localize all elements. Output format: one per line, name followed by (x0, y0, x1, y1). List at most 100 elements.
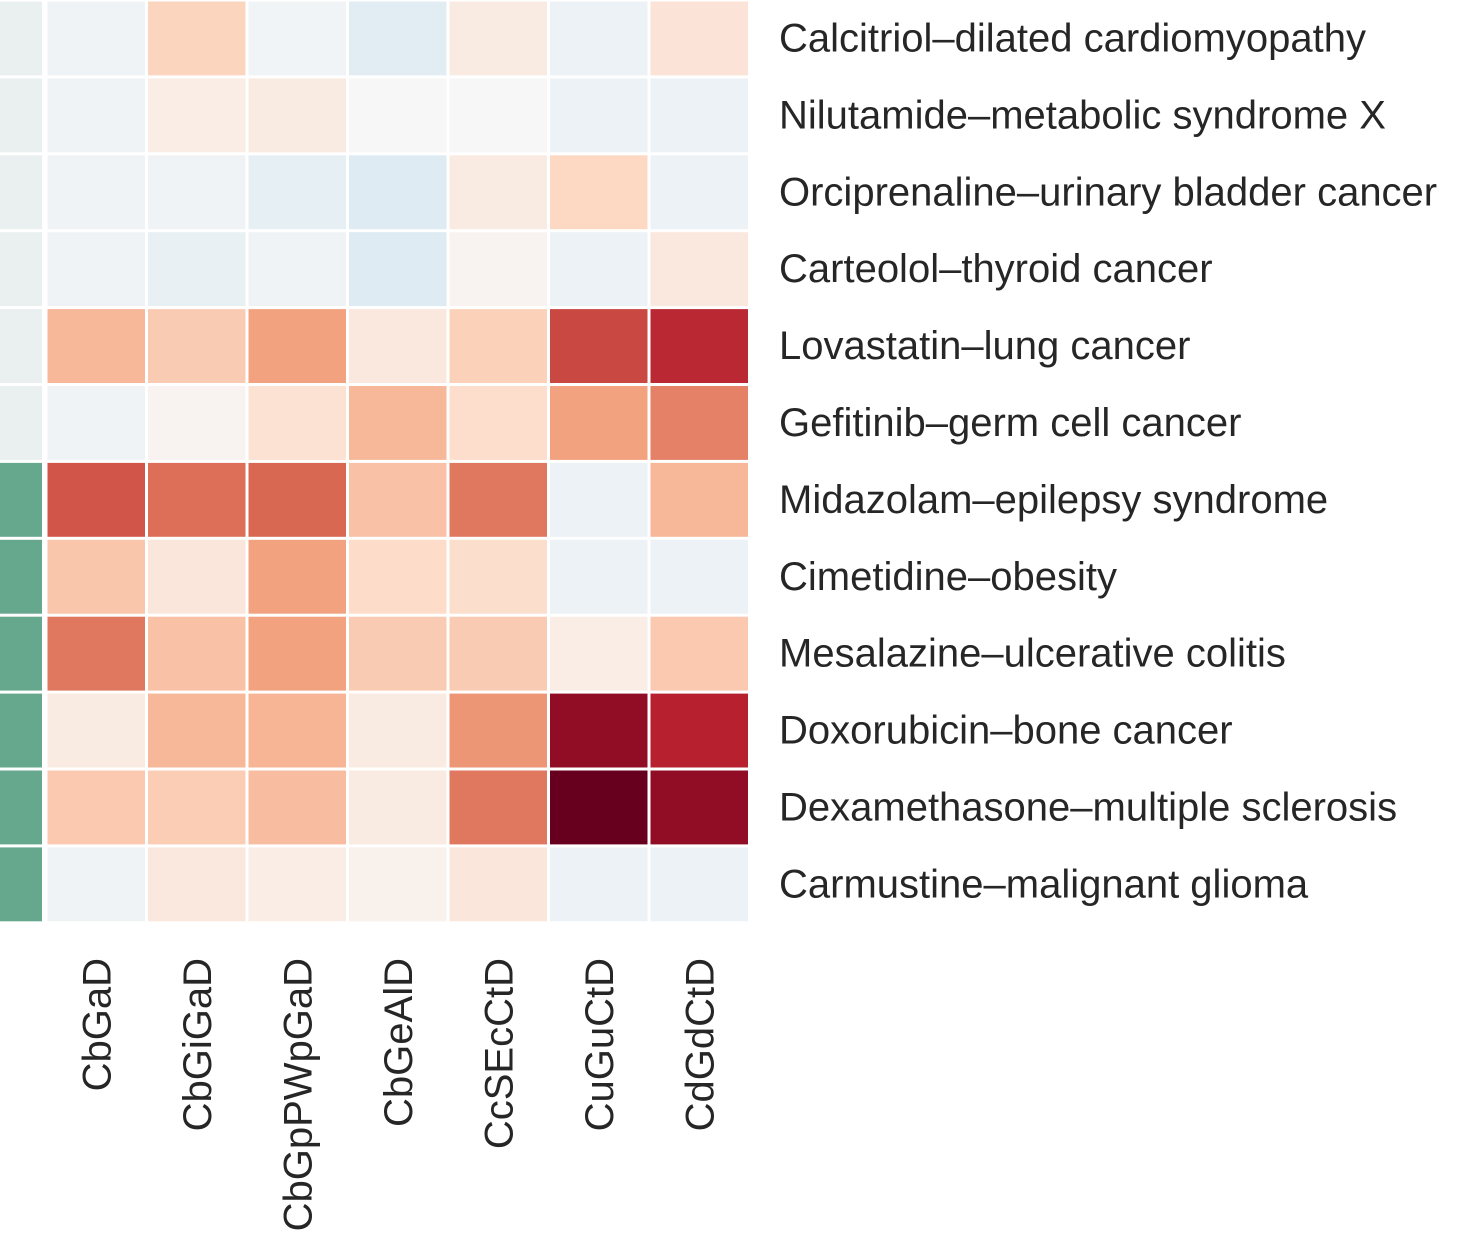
heatmap-cell (650, 309, 748, 383)
heatmap-cell (248, 1, 346, 76)
heatmap-cell (449, 693, 547, 768)
heatmap-cell (550, 462, 648, 537)
heatmap-cell (550, 616, 648, 691)
heatmap-cell (449, 462, 547, 537)
row-label: Gefitinib–germ cell cancer (779, 401, 1241, 445)
status-strip (0, 1, 42, 922)
heatmap-cell (550, 1, 648, 76)
status-cell (0, 847, 42, 922)
heatmap-cell (449, 847, 547, 922)
heatmap-cell (550, 847, 648, 922)
status-cell (0, 770, 42, 845)
row-label: Dexamethasone–multiple sclerosis (779, 785, 1397, 829)
heatmap-cell (148, 770, 246, 845)
heatmap-cell (47, 155, 145, 230)
row-label: Lovastatin–lung cancer (779, 324, 1190, 368)
heatmap-cell (650, 693, 748, 768)
heatmap-cell (550, 78, 648, 153)
heatmap-cell (449, 386, 547, 460)
status-cell (0, 616, 42, 691)
heatmap-cell (650, 539, 748, 614)
heatmap-cell (650, 386, 748, 460)
heatmap-cell (349, 847, 447, 922)
column-label: CcSEcCtD (477, 958, 521, 1149)
heatmap-cell (349, 78, 447, 153)
heatmap-cell (148, 1, 246, 76)
column-label: CbGpPWpGaD (276, 958, 320, 1231)
heatmap-cell (550, 770, 648, 845)
heatmap-cell (449, 770, 547, 845)
heatmap-cell (349, 539, 447, 614)
heatmap-cell (349, 1, 447, 76)
status-cell (0, 386, 42, 460)
heatmap-cell (550, 309, 648, 383)
heatmap-cell (47, 386, 145, 460)
heatmap-cell (148, 693, 246, 768)
heatmap-cell (248, 78, 346, 153)
row-label: Calcitriol–dilated cardiomyopathy (779, 16, 1366, 60)
heatmap-cell (650, 847, 748, 922)
heatmap-cell (349, 616, 447, 691)
heatmap-cell (148, 155, 246, 230)
heatmap-cell (47, 232, 145, 307)
heatmap-cell (47, 78, 145, 153)
heatmap-cell (650, 1, 748, 76)
heatmap-cells (47, 1, 748, 922)
heatmap-cell (550, 539, 648, 614)
heatmap-cell (650, 770, 748, 845)
heatmap-cell (650, 462, 748, 537)
heatmap-cell (349, 770, 447, 845)
column-labels: CbGaD CbGiGaD CbGpPWpGaD CbGeAlD CcSEcCtD CuG… (75, 958, 722, 1231)
heatmap-cell (248, 309, 346, 383)
heatmap-cell (349, 232, 447, 307)
column-label: CuGuCtD (578, 958, 622, 1131)
status-cell (0, 155, 42, 230)
heatmap-cell (148, 78, 246, 153)
heatmap-cell (449, 539, 547, 614)
status-cell (0, 462, 42, 537)
status-cell (0, 78, 42, 153)
column-label: CbGeAlD (377, 958, 421, 1127)
status-cell (0, 693, 42, 768)
heatmap-cell (248, 386, 346, 460)
heatmap-cell (248, 770, 346, 845)
column-label: CbGaD (75, 958, 119, 1091)
heatmap-cell (449, 232, 547, 307)
heatmap-cell (248, 155, 346, 230)
heatmap-cell (148, 386, 246, 460)
heatmap-cell (248, 539, 346, 614)
heatmap-cell (550, 232, 648, 307)
row-labels: Calcitriol–dilated cardiomyopathy Nilutam… (779, 16, 1437, 906)
heatmap-cell (349, 309, 447, 383)
heatmap-cell (47, 1, 145, 76)
heatmap-cell (47, 770, 145, 845)
row-label: Carteolol–thyroid cancer (779, 247, 1213, 291)
heatmap-cell (248, 232, 346, 307)
row-label: Midazolam–epilepsy syndrome (779, 478, 1328, 522)
row-label: Doxorubicin–bone cancer (779, 709, 1233, 753)
heatmap-cell (449, 616, 547, 691)
heatmap-cell (248, 616, 346, 691)
row-label: Mesalazine–ulcerative colitis (779, 632, 1286, 676)
heatmap-cell (650, 616, 748, 691)
heatmap-cell (349, 693, 447, 768)
heatmap-cell (650, 155, 748, 230)
heatmap-cell (248, 462, 346, 537)
heatmap-cell (248, 847, 346, 922)
heatmap-cell (650, 232, 748, 307)
heatmap-cell (148, 232, 246, 307)
heatmap-cell (148, 309, 246, 383)
heatmap-cell (248, 693, 346, 768)
heatmap-cell (449, 155, 547, 230)
heatmap-cell (550, 386, 648, 460)
row-label: Carmustine–malignant glioma (779, 862, 1309, 906)
heatmap-cell (148, 847, 246, 922)
heatmap-cell (148, 616, 246, 691)
status-cell (0, 1, 42, 76)
heatmap-cell (47, 462, 145, 537)
heatmap-cell (349, 386, 447, 460)
column-label: CbGiGaD (176, 958, 220, 1131)
heatmap-cell (449, 78, 547, 153)
column-label: CdGdCtD (678, 958, 722, 1131)
